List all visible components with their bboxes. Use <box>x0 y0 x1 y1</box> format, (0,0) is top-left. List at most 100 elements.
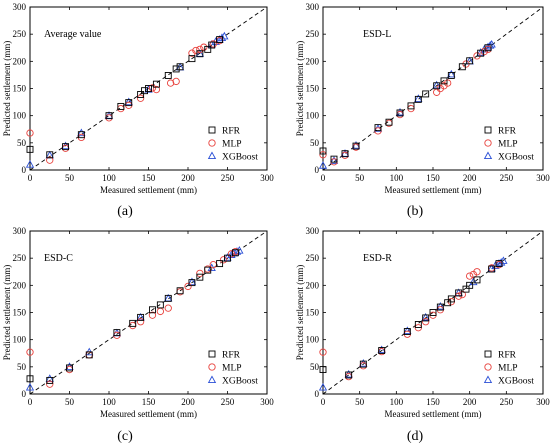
y-tick-label: 200 <box>306 280 320 290</box>
data-point-mlp <box>196 269 204 278</box>
x-tick-label: 50 <box>65 397 75 407</box>
y-tick-label: 300 <box>306 226 320 236</box>
data-point-mlp <box>209 40 217 48</box>
data-point-rfr <box>156 301 164 309</box>
data-point-rfr <box>495 260 503 268</box>
x-tick-label: 300 <box>260 397 274 407</box>
data-point-mlp <box>26 129 34 137</box>
y-tick-label: 250 <box>13 29 27 39</box>
series-rfr <box>26 36 224 159</box>
data-point-mlp <box>148 311 157 319</box>
legend-marker-rfr <box>484 350 492 358</box>
data-point-rfr <box>152 80 160 88</box>
data-point-rfr <box>359 360 367 368</box>
legend-label-mlp: MLP <box>222 140 242 150</box>
x-axis-label: Measured settlement (mm) <box>385 409 482 419</box>
panel-label: (c) <box>117 429 133 444</box>
y-tick-label: 250 <box>13 253 27 263</box>
data-point-rfr <box>196 50 204 58</box>
data-point-rfr <box>447 295 455 303</box>
legend-label-rfr: RFR <box>498 127 517 137</box>
data-point-xgboost <box>436 301 445 310</box>
legend-marker-mlp <box>484 139 492 147</box>
data-point-rfr <box>378 347 386 354</box>
data-point-rfr <box>85 351 93 359</box>
data-point-mlp <box>46 156 54 164</box>
data-point-xgboost <box>469 277 478 286</box>
legend-marker-xgboost <box>207 151 217 160</box>
data-point-mlp <box>319 348 327 356</box>
data-point-rfr <box>484 44 492 52</box>
data-point-rfr <box>466 281 474 289</box>
data-point-rfr <box>444 299 452 307</box>
data-point-xgboost <box>487 39 496 48</box>
data-point-mlp <box>227 250 236 258</box>
data-point-rfr <box>385 118 393 126</box>
legend-marker-mlp <box>208 363 216 371</box>
y-tick-label: 100 <box>13 111 27 121</box>
x-tick-label: 100 <box>102 397 116 407</box>
legend-label-xgboost: XGBoost <box>498 377 534 387</box>
data-point-rfr <box>433 82 441 90</box>
y-tick-label: 0 <box>22 165 27 175</box>
x-tick-label: 0 <box>321 173 326 183</box>
y-tick-label: 250 <box>306 29 320 39</box>
data-point-mlp <box>219 256 228 264</box>
series-xgboost <box>25 31 229 168</box>
legend-label-mlp: MLP <box>498 140 518 150</box>
x-tick-label: 50 <box>355 173 365 183</box>
data-point-rfr <box>196 273 204 281</box>
data-point-rfr <box>46 376 54 384</box>
data-point-mlp <box>433 88 441 96</box>
data-point-rfr <box>46 151 54 159</box>
data-point-rfr <box>176 63 184 71</box>
data-point-mlp <box>458 290 466 299</box>
data-point-rfr <box>216 36 224 44</box>
data-point-mlp <box>136 94 145 102</box>
data-point-rfr <box>436 303 444 311</box>
data-point-mlp <box>422 318 430 326</box>
y-tick-label: 250 <box>306 253 320 263</box>
data-point-rfr <box>447 72 455 79</box>
y-tick-label: 0 <box>315 389 320 399</box>
x-axis-label: Measured settlement (mm) <box>100 409 197 419</box>
data-point-xgboost <box>403 326 412 335</box>
data-point-mlp <box>26 348 34 356</box>
x-tick-label: 100 <box>390 397 404 407</box>
data-point-mlp <box>172 77 180 86</box>
data-point-rfr <box>113 329 121 337</box>
data-point-rfr <box>488 265 496 273</box>
reference-line <box>29 230 268 395</box>
data-point-rfr <box>137 91 145 98</box>
legend-label-xgboost: XGBoost <box>222 153 258 163</box>
x-tick-label: 0 <box>321 397 326 407</box>
legend-label-mlp: MLP <box>498 364 518 374</box>
legend-marker-rfr <box>208 350 216 358</box>
data-point-xgboost <box>211 37 220 45</box>
data-point-rfr <box>77 131 85 139</box>
x-tick-label: 250 <box>221 173 235 183</box>
data-point-xgboost <box>421 312 430 321</box>
data-point-mlp <box>148 84 157 92</box>
data-point-mlp <box>129 321 137 330</box>
reference-line <box>322 6 544 171</box>
x-tick-label: 300 <box>536 173 550 183</box>
legend-marker-xgboost <box>483 151 493 160</box>
data-point-xgboost <box>124 97 133 106</box>
chart-panel-2: 00 50 50 100 100 150 150 200 200 250 250 300 300 Meas… <box>295 2 550 195</box>
panel-label: (b) <box>407 204 424 219</box>
data-point-rfr <box>396 109 404 117</box>
data-point-mlp <box>466 272 474 280</box>
y-tick-label: 300 <box>306 2 320 12</box>
y-tick-label: 200 <box>13 280 27 290</box>
y-axis-label: Predicted settlement (mm) <box>295 265 305 360</box>
x-tick-label: 250 <box>221 397 235 407</box>
data-point-xgboost <box>318 382 328 391</box>
y-tick-label: 200 <box>13 56 27 66</box>
data-point-rfr <box>455 289 463 297</box>
data-point-xgboost <box>414 94 423 102</box>
data-point-mlp <box>200 43 208 51</box>
series-rfr <box>319 44 492 163</box>
data-point-mlp <box>156 307 165 316</box>
panel-title: ESD-R <box>363 253 392 264</box>
